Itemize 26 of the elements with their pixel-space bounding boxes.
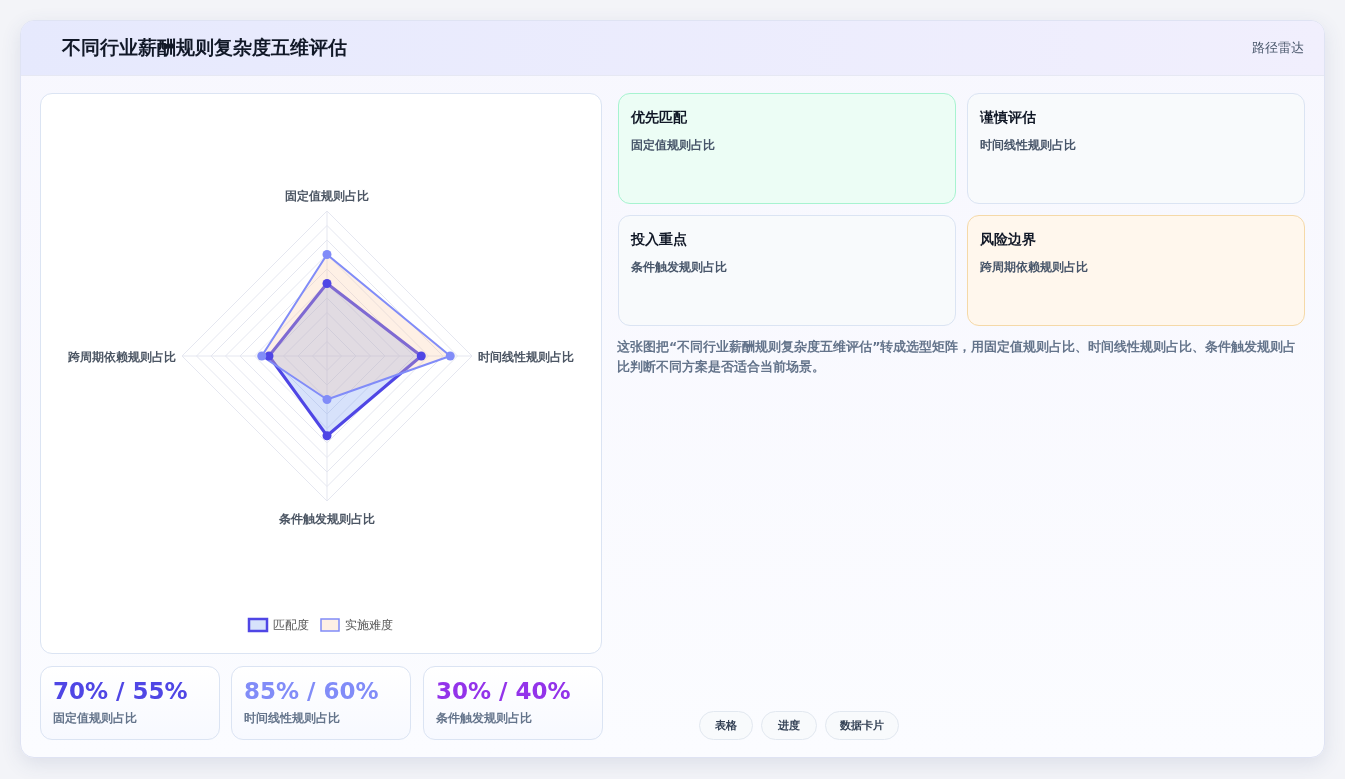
text: 固定值规则占比: [631, 137, 716, 154]
text: 85% / 60%: [244, 678, 380, 706]
text: 这张图把“不同行业薪酬规则复杂度五维评估”转成选型矩阵，用固定值规则占比、时间线性规则占比、条件触发规则占比判断不同方案是否适合当前场景。: [617, 338, 1298, 376]
text: 进度: [778, 719, 800, 732]
text: 固定值规则占比: [53, 711, 138, 727]
text: 时间线性规则占比: [244, 711, 341, 727]
text: 条件触发规则占比: [436, 711, 533, 727]
spoke-label: 固定值规则占比: [285, 189, 369, 203]
chart-title: 不同行业薪酬规则复杂度五维评估: [62, 35, 348, 60]
text: 数据卡片: [840, 719, 884, 732]
legend-label: 匹配度: [273, 618, 309, 632]
legend-label: 实施难度: [345, 618, 393, 632]
text: 条件触发规则占比: [631, 259, 728, 276]
spoke-label: 条件触发规则占比: [278, 512, 375, 526]
text: 跨周期依赖规则占比: [980, 259, 1089, 276]
spoke-label: 跨周期依赖规则占比: [67, 350, 176, 364]
text: 表格: [715, 719, 737, 732]
text: 优先匹配: [631, 109, 688, 127]
text: 路径雷达: [1251, 39, 1304, 57]
text: 时间线性规则占比: [980, 137, 1077, 154]
spoke-label: 时间线性规则占比: [478, 350, 574, 364]
text: 谨慎评估: [980, 109, 1037, 127]
text: 风险边界: [980, 231, 1037, 249]
text: 30% / 40%: [436, 678, 572, 706]
text: 投入重点: [631, 231, 688, 249]
text: 70% / 55%: [53, 678, 189, 706]
